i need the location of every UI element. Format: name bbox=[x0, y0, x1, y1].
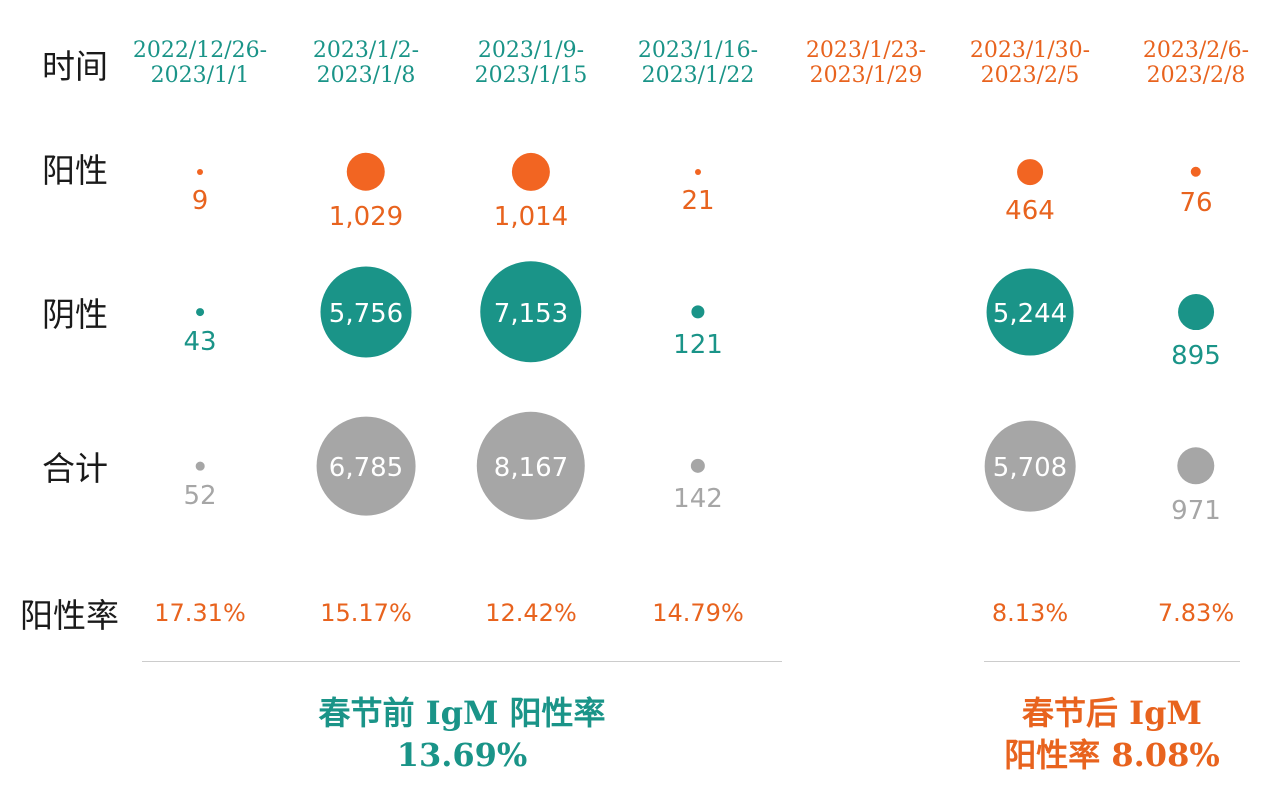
total-value-label: 971 bbox=[1171, 495, 1221, 526]
negative-value-label: 121 bbox=[673, 329, 723, 360]
row-label-positive: 阳性 bbox=[42, 151, 108, 190]
summary-before-line1: 春节前 IgM 阳性率 bbox=[318, 694, 606, 732]
positive-bubble bbox=[197, 169, 203, 175]
total-bubble bbox=[984, 420, 1076, 512]
positive-bubble bbox=[695, 169, 701, 175]
period-label: 2023/1/23- 2023/1/29 bbox=[781, 38, 951, 88]
summary-after-line2: 阳性率 8.08% bbox=[1004, 736, 1220, 774]
summary-before-line2: 13.69% bbox=[396, 736, 528, 774]
period-label-line: 2023/1/30- bbox=[969, 38, 1091, 63]
summary-after: 春节后 IgM 阳性率 8.08% bbox=[1004, 692, 1220, 776]
divider-after bbox=[984, 661, 1240, 662]
period-label: 2023/1/30- 2023/2/5 bbox=[945, 38, 1115, 88]
negative-bubble bbox=[1178, 294, 1214, 330]
period-label-line: 2023/1/29 bbox=[809, 63, 923, 88]
divider-before bbox=[142, 661, 782, 662]
positive-rate-label: 8.13% bbox=[991, 599, 1069, 627]
positive-rate-label: 7.83% bbox=[1157, 599, 1235, 627]
positive-value-label: 1,014 bbox=[493, 202, 569, 233]
positive-value-label: 76 bbox=[1179, 188, 1213, 219]
period-label: 2022/12/26- 2023/1/1 bbox=[115, 38, 285, 88]
row-label-rate: 阳性率 bbox=[20, 596, 119, 635]
period-label: 2023/2/6- 2023/2/8 bbox=[1111, 38, 1271, 88]
total-value-label: 8,167 bbox=[493, 453, 569, 483]
negative-value-label: 43 bbox=[183, 326, 217, 357]
summary-before: 春节前 IgM 阳性率 13.69% bbox=[318, 692, 605, 776]
period-label: 2023/1/16- 2023/1/22 bbox=[613, 38, 783, 88]
negative-bubble bbox=[986, 268, 1074, 356]
positive-value-label: 9 bbox=[191, 186, 209, 216]
total-bubble bbox=[1177, 447, 1215, 485]
negative-bubble bbox=[320, 266, 412, 358]
period-label-line: 2023/1/15 bbox=[474, 63, 588, 88]
negative-bubble bbox=[196, 308, 204, 316]
negative-value-label: 5,756 bbox=[328, 299, 404, 329]
positive-rate-label: 14.79% bbox=[652, 599, 744, 627]
negative-value-label: 5,244 bbox=[992, 299, 1068, 329]
period-label: 2023/1/2- 2023/1/8 bbox=[281, 38, 451, 88]
positive-value-label: 21 bbox=[681, 186, 715, 216]
negative-bubble bbox=[480, 261, 582, 363]
row-label-negative: 阴性 bbox=[42, 295, 108, 334]
row-label-time: 时间 bbox=[42, 47, 108, 86]
total-bubble bbox=[195, 461, 205, 471]
positive-value-label: 1,029 bbox=[328, 202, 404, 233]
negative-bubble bbox=[691, 305, 705, 319]
positive-rate-label: 15.17% bbox=[320, 599, 412, 627]
negative-value-label: 895 bbox=[1171, 340, 1221, 371]
summary-after-line1: 春节后 IgM bbox=[1022, 694, 1202, 732]
total-value-label: 6,785 bbox=[328, 453, 404, 483]
positive-bubble bbox=[511, 152, 551, 192]
negative-value-label: 7,153 bbox=[493, 299, 569, 329]
total-bubble bbox=[316, 416, 416, 516]
period-label-line: 2023/2/6- bbox=[1142, 38, 1250, 63]
positive-bubble bbox=[1190, 166, 1202, 178]
row-label-total: 合计 bbox=[42, 449, 108, 488]
period-label-line: 2023/1/23- bbox=[805, 38, 927, 63]
period-label-line: 2022/12/26- bbox=[132, 38, 268, 63]
period-label-line: 2023/2/5 bbox=[980, 63, 1080, 88]
positive-bubble bbox=[346, 152, 386, 192]
total-bubble bbox=[476, 411, 586, 521]
period-label-line: 2023/1/1 bbox=[150, 63, 250, 88]
total-value-label: 142 bbox=[673, 484, 723, 515]
period-label-line: 2023/1/8 bbox=[316, 63, 416, 88]
period-label-line: 2023/1/2- bbox=[312, 38, 420, 63]
period-label: 2023/1/9- 2023/1/15 bbox=[446, 38, 616, 88]
positive-rate-label: 12.42% bbox=[485, 599, 577, 627]
period-label-line: 2023/1/16- bbox=[637, 38, 759, 63]
positive-bubble bbox=[1017, 159, 1043, 185]
period-label-line: 2023/2/8 bbox=[1146, 63, 1246, 88]
period-label-line: 2023/1/22 bbox=[641, 63, 755, 88]
period-label-line: 2023/1/9- bbox=[477, 38, 585, 63]
positive-value-label: 464 bbox=[1005, 195, 1055, 226]
total-bubble bbox=[690, 458, 706, 474]
positive-rate-label: 17.31% bbox=[154, 599, 246, 627]
total-value-label: 5,708 bbox=[992, 453, 1068, 483]
total-value-label: 52 bbox=[183, 481, 217, 512]
